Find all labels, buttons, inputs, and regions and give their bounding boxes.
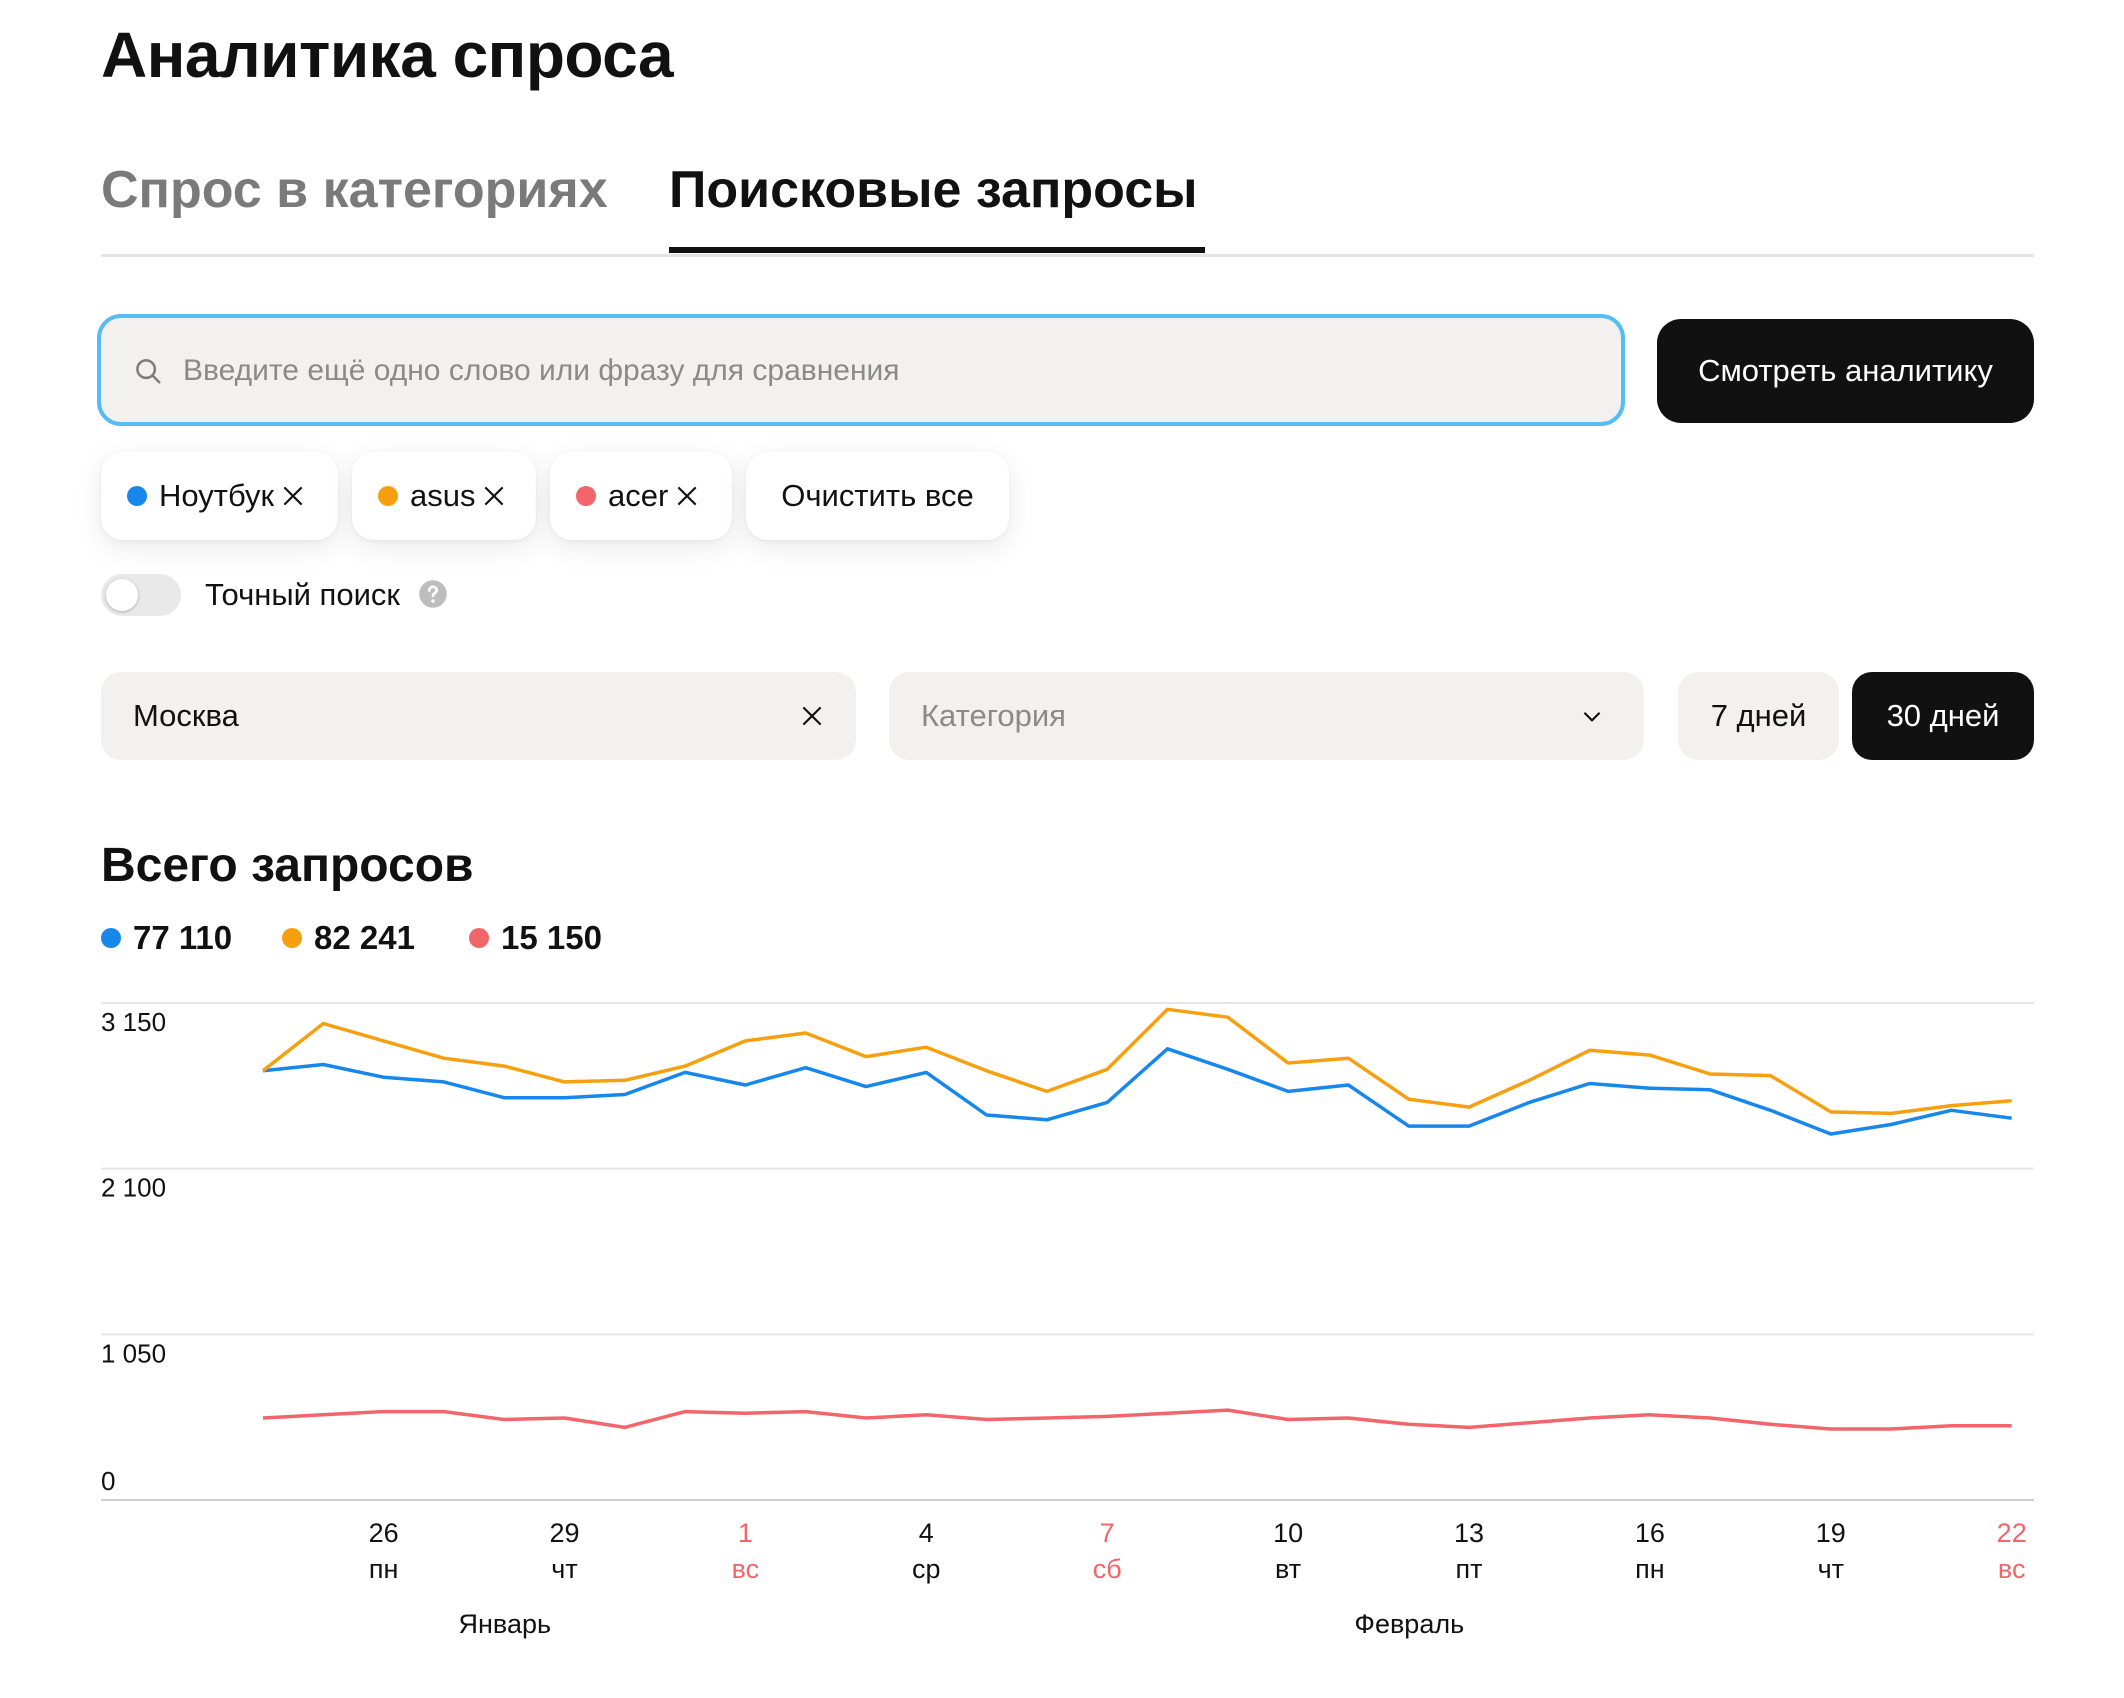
remove-chip-icon[interactable] [481, 483, 507, 509]
clear-all-button[interactable]: Очистить все [746, 452, 1009, 540]
total-value: 82 241 [314, 919, 415, 956]
help-icon[interactable] [418, 579, 448, 609]
series-color-dot [378, 486, 398, 506]
chevron-down-icon [1583, 711, 1601, 722]
x-tick-day: 26 [369, 1518, 399, 1548]
total-asus: 82 241 [282, 918, 415, 958]
month-label: Февраль [1354, 1609, 1464, 1639]
x-tick-day: 22 [1997, 1518, 2027, 1548]
x-tick-weekday: чт [1818, 1554, 1844, 1584]
period-7-days-button[interactable]: 7 дней [1678, 672, 1839, 760]
x-tick-day: 29 [549, 1518, 579, 1548]
y-tick-label: 0 [101, 1466, 115, 1496]
x-tick-weekday: ср [912, 1554, 941, 1584]
tab-search-queries[interactable]: Поисковые запросы [669, 161, 1198, 219]
x-tick-day: 7 [1100, 1518, 1115, 1548]
series-line-asus [261, 1007, 2012, 1116]
total-noutbuk: 77 110 [101, 918, 232, 958]
chip-acer[interactable]: acer [550, 452, 732, 540]
search-icon [136, 359, 161, 384]
y-tick-label: 3 150 [101, 1007, 166, 1037]
city-value: Москва [133, 698, 239, 733]
series-color-dot [101, 928, 121, 948]
chip-label: Ноутбук [159, 478, 275, 513]
x-tick-weekday: пт [1456, 1554, 1483, 1584]
x-tick-day: 13 [1454, 1518, 1484, 1548]
view-analytics-button[interactable]: Смотреть аналитику [1657, 319, 2034, 423]
series-color-dot [576, 486, 596, 506]
exact-search-toggle[interactable] [101, 574, 181, 616]
y-tick-label: 2 100 [101, 1173, 166, 1203]
city-select[interactable]: Москва [101, 672, 856, 760]
clear-city-icon[interactable] [799, 703, 825, 729]
month-label: Январь [459, 1609, 552, 1639]
total-value: 77 110 [133, 919, 233, 956]
x-tick-day: 1 [738, 1518, 753, 1548]
x-tick-day: 4 [919, 1518, 934, 1548]
x-tick-weekday: чт [551, 1554, 577, 1584]
chip-label: acer [608, 478, 669, 513]
x-tick-day: 16 [1635, 1518, 1665, 1548]
tabs-bar: Спрос в категориях Поисковые запросы [101, 150, 2034, 257]
category-select[interactable]: Категория [889, 672, 1644, 760]
x-tick-weekday: вс [1998, 1554, 2026, 1584]
search-input[interactable] [181, 338, 1605, 404]
remove-chip-icon[interactable] [280, 483, 306, 509]
tab-category-demand[interactable]: Спрос в категориях [101, 161, 608, 219]
search-box[interactable] [97, 314, 1625, 426]
x-tick-day: 10 [1273, 1518, 1303, 1548]
x-tick-weekday: сб [1093, 1554, 1122, 1584]
series-color-dot [469, 928, 489, 948]
chip-asus[interactable]: asus [352, 452, 536, 540]
series-line-ноутбук [262, 1047, 2012, 1136]
x-tick-day: 19 [1816, 1518, 1846, 1548]
total-acer: 15 150 [469, 918, 602, 958]
x-tick-weekday: пн [369, 1554, 399, 1584]
series-color-dot [127, 486, 147, 506]
chip-label: asus [410, 478, 476, 513]
series-color-dot [282, 928, 302, 948]
x-tick-weekday: вс [732, 1554, 760, 1584]
requests-line-chart: 0 1 050 2 100 3 150 26 пн 29 чт 1 вс 4 ср 7 сб 10 вт 13 п… [101, 1002, 2034, 1639]
toggle-knob [106, 579, 138, 611]
period-30-days-button[interactable]: 30 дней [1852, 672, 2034, 760]
series-line-acer [262, 1408, 2012, 1431]
active-tab-indicator [669, 247, 1205, 253]
category-placeholder: Категория [921, 698, 1066, 733]
total-value: 15 150 [501, 919, 602, 956]
y-tick-label: 1 050 [101, 1338, 166, 1368]
total-requests-title: Всего запросов [101, 839, 474, 892]
x-tick-weekday: пн [1635, 1554, 1665, 1584]
remove-chip-icon[interactable] [674, 483, 700, 509]
x-tick-weekday: вт [1275, 1554, 1301, 1584]
chip-noutbuk[interactable]: Ноутбук [101, 452, 338, 540]
page-title: Аналитика спроса [101, 19, 674, 91]
exact-search-label: Точный поиск [205, 577, 400, 612]
